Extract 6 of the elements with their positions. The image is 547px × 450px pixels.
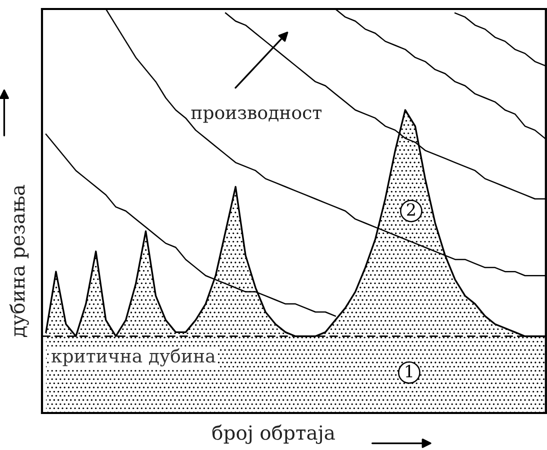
ref-line-label: критична дубина	[52, 348, 216, 366]
annotation: 1	[406, 364, 412, 378]
y-axis-title: дубина резања	[9, 184, 29, 337]
annotation: производност	[191, 109, 322, 123]
annotation: 2	[407, 203, 415, 216]
x-axis-title: број обртаја	[212, 424, 335, 444]
